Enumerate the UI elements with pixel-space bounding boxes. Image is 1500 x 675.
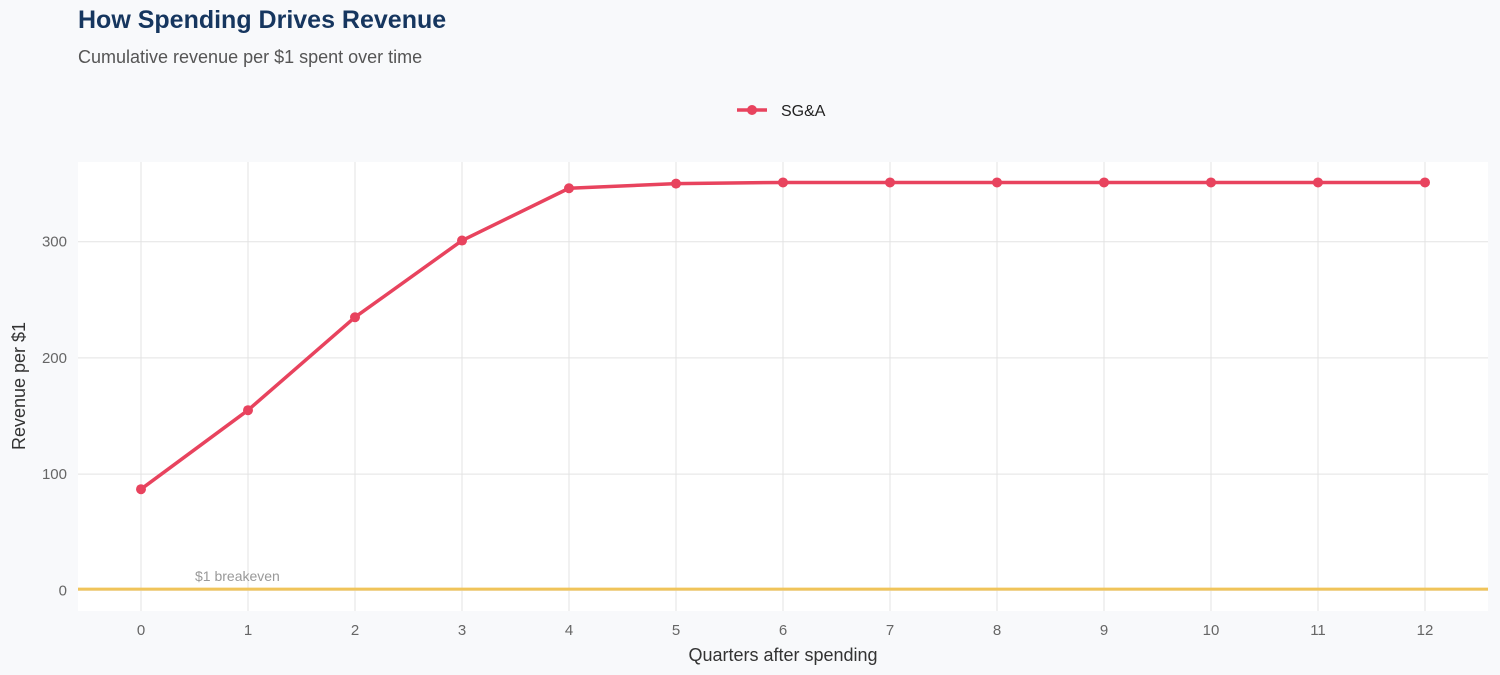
x-tick-label: 4 — [565, 622, 573, 639]
y-tick-label: 100 — [42, 466, 67, 483]
data-point — [1420, 177, 1430, 188]
chart-title: How Spending Drives Revenue — [78, 6, 447, 34]
x-tick-label: 12 — [1417, 622, 1434, 639]
x-tick-label: 7 — [886, 622, 894, 639]
y-axis-label: Revenue per $1 — [9, 322, 29, 450]
x-tick-label: 5 — [672, 622, 680, 639]
data-point — [243, 405, 253, 416]
data-point — [1206, 177, 1216, 188]
data-point — [457, 235, 467, 246]
y-tick-label: 0 — [59, 582, 67, 599]
chart-subtitle: Cumulative revenue per $1 spent over tim… — [78, 47, 423, 67]
x-tick-label: 0 — [137, 622, 145, 639]
legend: SG&A — [737, 103, 826, 120]
data-point — [350, 312, 360, 323]
data-point — [1099, 177, 1109, 188]
x-tick-label: 6 — [779, 622, 787, 639]
data-point — [564, 183, 574, 194]
data-point — [1313, 177, 1323, 188]
x-tick-label: 11 — [1310, 622, 1326, 639]
y-tick-label: 200 — [42, 350, 67, 367]
data-point — [992, 177, 1002, 188]
x-tick-label: 1 — [244, 622, 252, 639]
legend-label: SG&A — [781, 103, 826, 120]
x-tick-label: 3 — [458, 622, 466, 639]
data-point — [885, 177, 895, 188]
x-tick-label: 10 — [1203, 622, 1220, 639]
data-point — [671, 178, 681, 189]
x-axis-label: Quarters after spending — [688, 645, 877, 665]
legend-marker — [747, 105, 757, 115]
x-tick-label: 9 — [1100, 622, 1108, 639]
data-point — [778, 177, 788, 188]
x-tick-label: 2 — [351, 622, 359, 639]
y-tick-label: 300 — [42, 234, 67, 251]
data-point — [136, 484, 146, 495]
x-tick-label: 8 — [993, 622, 1001, 639]
breakeven-label: $1 breakeven — [195, 568, 280, 584]
